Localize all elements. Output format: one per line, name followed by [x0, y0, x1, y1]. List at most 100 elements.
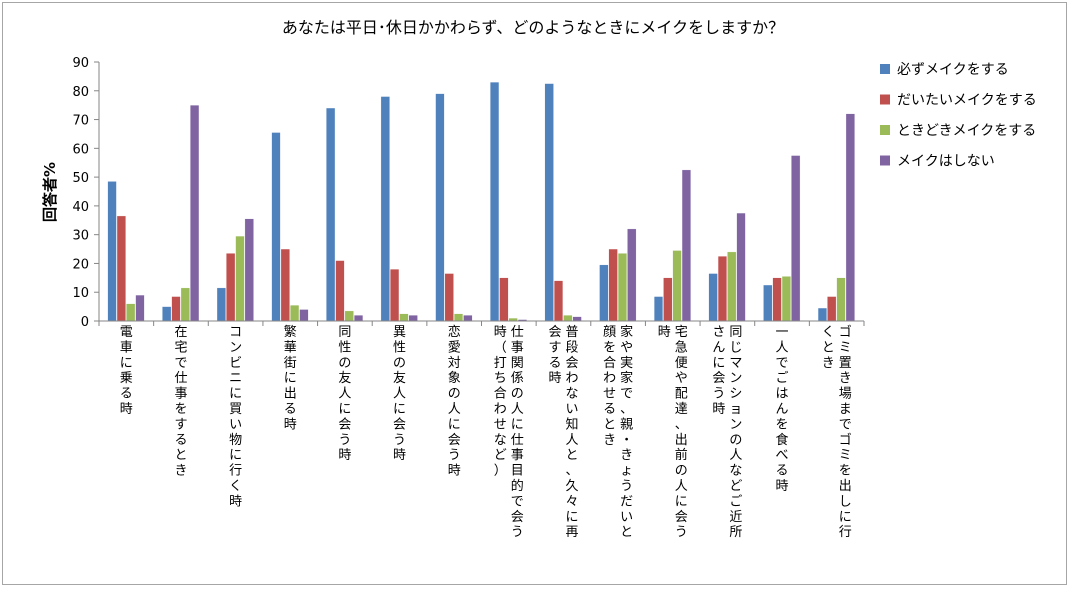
- bar: [544, 83, 554, 322]
- bar: [271, 132, 281, 322]
- x-tick-label-char: を: [775, 417, 788, 432]
- legend-swatch: [880, 64, 890, 74]
- x-tick-label-char: 的: [511, 478, 524, 494]
- legend-swatch: [880, 155, 890, 166]
- x-tick-label-char: 久: [565, 479, 578, 494]
- bar: [827, 296, 837, 322]
- legend-item: だいたいメイクをする: [880, 93, 1037, 109]
- x-tick-label-char: 近: [729, 510, 742, 525]
- x-tick-label-char: 同: [338, 325, 351, 340]
- y-tick-label: 40: [72, 200, 89, 215]
- x-tick-label-char: 会: [675, 510, 688, 525]
- x-tick-label-char: ョ: [729, 402, 742, 417]
- x-tick-label-char: 買: [229, 402, 242, 417]
- bar: [435, 93, 445, 322]
- x-tick-label-char: 時: [658, 325, 671, 340]
- x-tick-label-char: 時: [712, 402, 725, 417]
- x-tick-label-char: 出: [675, 433, 688, 448]
- x-tick-label-char: 時: [229, 494, 242, 509]
- bar: [190, 105, 200, 322]
- bar: [763, 284, 773, 322]
- x-tick-label-char: ・: [620, 433, 633, 448]
- x-tick-label-char: 出: [284, 387, 297, 402]
- x-tick-label-char: に: [338, 402, 351, 417]
- legend-label: だいたいメイクをする: [897, 93, 1037, 109]
- x-tick-label-char: を: [839, 464, 852, 479]
- x-tick-label-char: に: [229, 387, 242, 402]
- legend-label: ときどきメイクをする: [897, 123, 1036, 139]
- x-tick-label-char: 人: [675, 479, 688, 494]
- x-tick-label-char: ん: [712, 340, 725, 355]
- x-tick-label-char: 仕: [174, 371, 187, 386]
- x-tick-label-char: き: [174, 464, 187, 479]
- bar: [444, 273, 454, 322]
- x-tick-label-char: を: [174, 402, 187, 417]
- x-tick-label-char: 親: [620, 417, 633, 432]
- x-tick-label-char: ど: [729, 479, 742, 494]
- bar: [791, 155, 801, 322]
- x-tick-label-char: 顔: [603, 325, 616, 340]
- x-tick-label-char: ん: [775, 402, 788, 417]
- x-tick-label-char: に: [712, 356, 725, 371]
- x-tick-label-char: 異: [393, 325, 406, 340]
- bar: [681, 169, 691, 322]
- x-tick-label-char: 仕: [511, 325, 524, 340]
- x-tick-label-char: 時: [494, 325, 507, 340]
- bar: [399, 313, 409, 322]
- legend-item: ときどきメイクをする: [880, 123, 1036, 139]
- bar: [226, 253, 236, 322]
- bar: [672, 250, 682, 322]
- x-tick-label-char: 人: [775, 340, 788, 355]
- x-tick-label-char: 人: [565, 433, 578, 448]
- x-tick-label-char: 配: [675, 387, 688, 402]
- x-tick-label-char: な: [729, 464, 742, 479]
- x-tick-label-char: 合: [603, 356, 616, 371]
- x-tick-label-char: 段: [565, 340, 578, 355]
- x-tick-label-char: に: [839, 510, 852, 525]
- series-3: [126, 235, 846, 322]
- x-tick-label-char: せ: [603, 387, 616, 402]
- x-tick-label-char: に: [284, 371, 297, 386]
- x-tick-label-char: 時: [338, 448, 351, 463]
- bar: [717, 256, 727, 322]
- x-tick-label-char: と: [565, 448, 578, 463]
- x-tick-label-char: 係: [511, 371, 524, 386]
- x-tick-label-char: 友: [393, 370, 406, 386]
- x-tick-label-char: 事: [174, 387, 187, 402]
- x-tick-label-char: 会: [712, 371, 725, 386]
- x-tick-label-char: る: [174, 433, 187, 448]
- x-tick-label-char: 々: [565, 494, 578, 509]
- x-tick-label-char: で: [839, 417, 852, 432]
- y-tick-label: 50: [72, 171, 89, 186]
- y-tick-label: 60: [72, 142, 89, 157]
- bar: [736, 212, 746, 322]
- x-tick-label-char: 宅: [675, 325, 688, 340]
- x-tick-label-char: わ: [603, 371, 616, 386]
- x-tick-label-char: ミ: [839, 448, 852, 463]
- x-tick-label-char: マ: [729, 356, 742, 371]
- x-tick-label-char: 普: [565, 325, 578, 340]
- x-tick-label-char: 車: [120, 340, 133, 355]
- x-tick-label-char: 置: [839, 356, 852, 371]
- bar-chart: あなたは平日･休日かかわらず、どのようなときにメイクをしますか？ 回答者% 0 1…: [41, 18, 1037, 540]
- bar: [817, 307, 827, 322]
- x-tick-label-char: 家: [620, 324, 633, 340]
- bar: [335, 260, 345, 322]
- x-tick-label-char: き: [822, 356, 835, 371]
- series-4: [135, 105, 855, 322]
- x-tick-label-char: る: [120, 387, 133, 402]
- y-tick-label: 20: [72, 257, 89, 272]
- bar: [162, 306, 172, 322]
- x-tick-label-char: き: [603, 433, 616, 448]
- x-tick-label-char: 行: [839, 525, 852, 540]
- x-tick-label-char: 性: [338, 340, 351, 355]
- x-tick-label-char: 愛: [448, 340, 461, 355]
- x-tick-label-char: き: [839, 371, 852, 386]
- bar: [599, 264, 609, 322]
